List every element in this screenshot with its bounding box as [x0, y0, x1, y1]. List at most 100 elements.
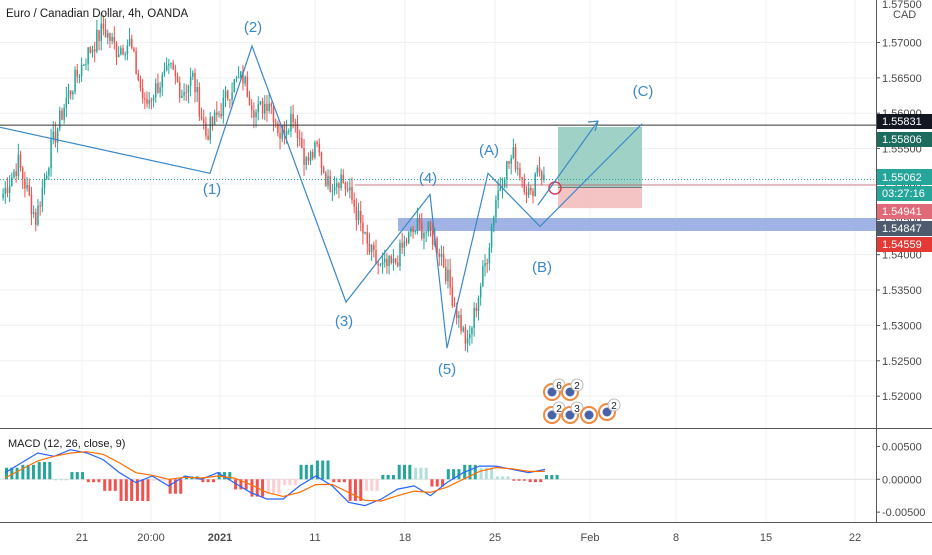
- macd-tick-label: 0.00000: [882, 474, 922, 486]
- candle-body: [370, 244, 373, 253]
- flag-row2-b-count: 3: [574, 404, 580, 415]
- flag-row1-b-icon: [565, 387, 575, 397]
- price-axis[interactable]: 1.570001.565001.560001.555001.550001.545…: [876, 0, 932, 403]
- macd-hist-bar: [332, 479, 336, 483]
- flag-row1-a-count: 6: [556, 381, 562, 392]
- price-tick-label: 1.57000: [882, 37, 922, 49]
- candle-body: [438, 253, 440, 257]
- candle-body: [37, 205, 39, 225]
- candle-body: [362, 222, 364, 234]
- candle-body: [322, 167, 325, 173]
- candle-body: [135, 50, 137, 74]
- macd-hist-bar: [435, 479, 439, 487]
- macd-hist-bar: [342, 479, 346, 483]
- wave-label-wB: (B): [532, 259, 552, 276]
- candle-body: [257, 103, 259, 113]
- candle-body: [231, 92, 233, 100]
- candle-body: [76, 69, 78, 77]
- macd-pane: 0.00500 0.00000 -0.00500: [0, 441, 925, 519]
- candle-body: [240, 71, 242, 78]
- time-tick-label: 15: [760, 532, 772, 544]
- candle-body: [455, 306, 458, 318]
- candle-body: [8, 185, 11, 193]
- tag-support-zone: [877, 221, 932, 236]
- candle-body: [277, 123, 279, 134]
- candle-body: [159, 87, 161, 93]
- macd-hist-bar: [146, 479, 150, 501]
- candle-body: [218, 113, 220, 115]
- macd-hist-bar: [228, 472, 232, 480]
- candle-body: [447, 269, 449, 282]
- macd-hist-bar: [506, 476, 510, 480]
- wave-label-w4: (4): [419, 170, 437, 187]
- macd-hist-bar: [168, 479, 172, 494]
- candle-body: [185, 92, 188, 94]
- candle-body: [122, 48, 124, 55]
- macd-hist-bar: [75, 472, 79, 480]
- candle-body: [327, 175, 329, 186]
- candle-body: [397, 262, 399, 267]
- candle-body: [237, 77, 240, 79]
- candle-body: [128, 38, 131, 46]
- macd-hist-bar: [484, 467, 488, 480]
- macd-hist-bar: [495, 476, 499, 480]
- macd-hist-bar: [266, 479, 270, 494]
- candle-body: [2, 193, 4, 199]
- candle-body: [492, 217, 495, 227]
- candle-body: [21, 167, 24, 179]
- macd-hist-bar: [550, 474, 554, 480]
- time-tick-label: 2021: [208, 532, 232, 544]
- macd-hist-bar: [419, 467, 423, 480]
- support-zone-band: [398, 218, 876, 231]
- candle-body: [320, 152, 323, 168]
- macd-hist-bar: [97, 479, 101, 483]
- candle-body: [111, 36, 113, 41]
- macd-hist-bar: [310, 464, 314, 480]
- candle-body: [460, 315, 462, 332]
- macd-hist-bar: [299, 464, 303, 480]
- candle-body: [309, 151, 312, 161]
- support-zone: [398, 218, 876, 231]
- candle-body: [226, 90, 229, 100]
- candle-body: [421, 222, 423, 239]
- candle-body: [429, 221, 432, 231]
- candle-body: [72, 91, 74, 95]
- candle-body: [423, 232, 425, 239]
- time-tick-label: 21: [76, 532, 88, 544]
- time-axis[interactable]: 21 20:00 2021 11 18 25 Feb 8 15 22: [76, 532, 861, 544]
- wave-label-w1: (1): [203, 181, 221, 198]
- macd-hist-bar: [512, 479, 516, 481]
- candle-body: [292, 114, 294, 122]
- macd-hist-bar: [43, 461, 47, 480]
- candle-body: [172, 63, 174, 70]
- candle-body: [368, 243, 371, 253]
- candle-body: [4, 187, 7, 194]
- candle-body: [266, 103, 268, 111]
- macd-hist-bar: [130, 479, 134, 501]
- candle-body: [414, 230, 417, 232]
- macd-hist-bar: [337, 479, 341, 483]
- time-tick-label: 25: [489, 532, 501, 544]
- candle-body: [130, 38, 133, 49]
- candle-body: [253, 110, 255, 118]
- candle-body: [392, 258, 395, 264]
- price-tick-label: 1.54000: [882, 250, 922, 262]
- candle-body: [425, 231, 427, 233]
- candle-body: [196, 86, 198, 93]
- macd-hist-bar: [555, 474, 559, 480]
- candle-body: [442, 254, 445, 267]
- macd-line: [4, 449, 546, 507]
- candle-body: [202, 118, 205, 124]
- macd-hist-bar: [473, 464, 477, 480]
- candle-body: [87, 47, 89, 64]
- candle-body: [294, 121, 297, 124]
- event-flags[interactable]: 6 2 2 3 2: [543, 378, 621, 424]
- candle-body: [331, 190, 334, 192]
- tag-low: [877, 237, 932, 252]
- macd-hist-bar: [522, 479, 526, 481]
- price-tick-label-top: 1.57500: [882, 0, 922, 11]
- price-tick-label: 1.52000: [882, 391, 922, 403]
- candle-body: [285, 130, 288, 136]
- candle-body: [115, 42, 118, 58]
